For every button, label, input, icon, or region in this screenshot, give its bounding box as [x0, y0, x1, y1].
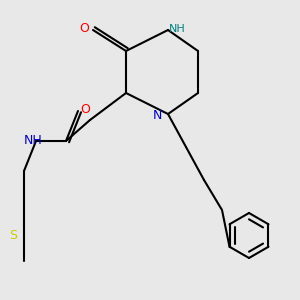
Text: O: O — [80, 22, 89, 35]
Text: S: S — [10, 229, 17, 242]
Text: NH: NH — [24, 134, 42, 148]
Text: N: N — [153, 109, 162, 122]
Text: NH: NH — [169, 23, 185, 34]
Text: O: O — [81, 103, 90, 116]
